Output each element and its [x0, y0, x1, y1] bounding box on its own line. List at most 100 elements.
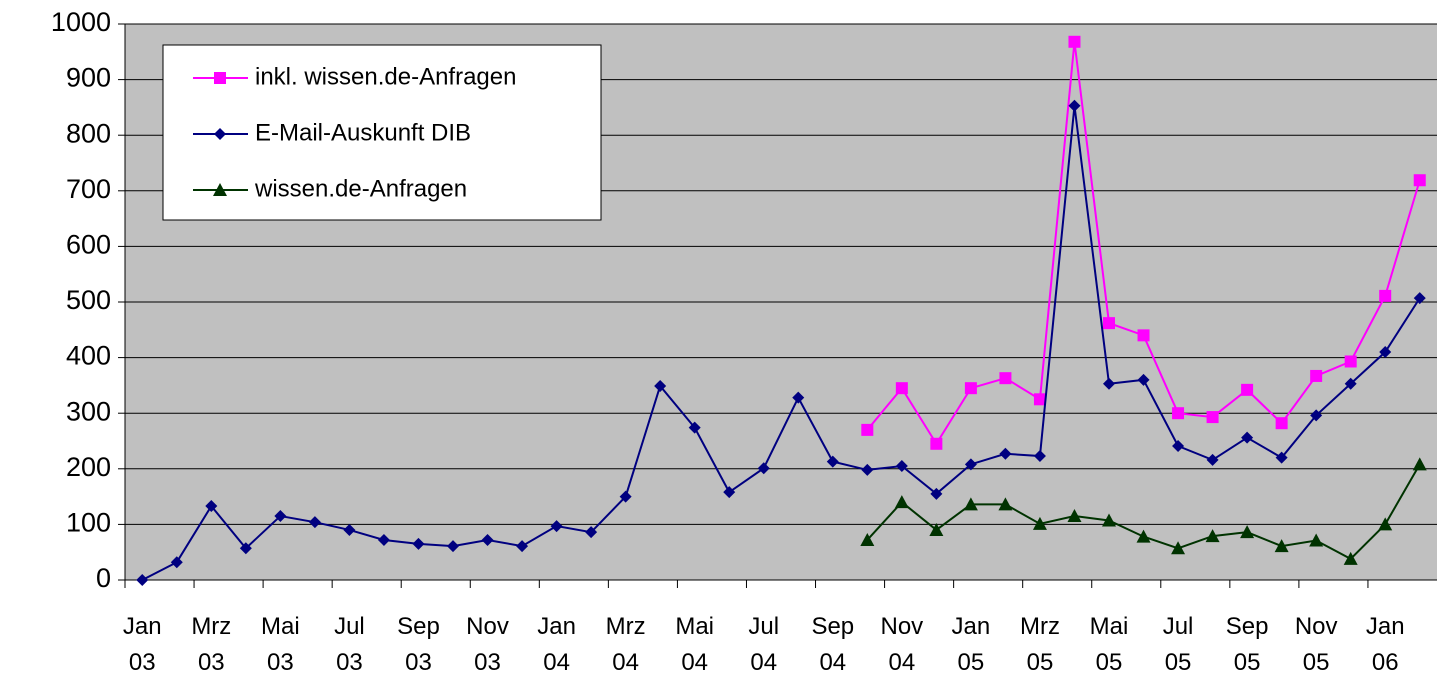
x-tick-label-month: Mrz [606, 613, 646, 640]
marker-diamond [1413, 292, 1426, 305]
marker-diamond [343, 523, 356, 536]
marker-diamond [723, 486, 736, 499]
x-tick-label: Jan 04 [537, 613, 576, 676]
marker-diamond [239, 542, 252, 555]
marker-triangle [860, 532, 875, 546]
x-tick-label-month: Mai [261, 613, 300, 640]
x-tick-label-year: 05 [1165, 649, 1192, 676]
marker-square [1344, 355, 1357, 368]
x-tick-label-year: 03 [267, 649, 294, 676]
marker-diamond [930, 487, 943, 500]
y-tick-label: 0 [96, 563, 111, 593]
marker-triangle [1309, 533, 1324, 547]
x-tick-label-month: Nov [466, 613, 509, 640]
x-tick-label-year: 04 [612, 649, 639, 676]
x-tick-label: Sep 03 [397, 613, 440, 676]
marker-square [964, 382, 977, 395]
legend-label: inkl. wissen.de-Anfragen [255, 63, 516, 90]
marker-square [1413, 174, 1426, 187]
marker-diamond [792, 391, 805, 404]
marker-triangle [894, 495, 909, 509]
marker-triangle [1343, 551, 1358, 565]
legend-label: wissen.de-Anfragen [254, 175, 467, 202]
marker-diamond [1241, 431, 1254, 444]
marker-diamond [619, 490, 632, 503]
x-tick-label: Mrz 04 [606, 613, 646, 676]
legend-label: E-Mail-Auskunft DIB [255, 119, 471, 146]
x-tick-label-month: Jan [952, 613, 991, 640]
x-tick-label-month: Nov [1295, 613, 1338, 640]
marker-square [1379, 289, 1392, 302]
marker-diamond [1344, 377, 1357, 390]
marker-diamond [214, 128, 226, 140]
x-tick-label: Jan 05 [952, 613, 991, 676]
marker-diamond [964, 458, 977, 471]
x-tick-label-month: Jan [123, 613, 162, 640]
x-tick-label-year: 04 [681, 649, 708, 676]
marker-diamond [481, 533, 494, 546]
marker-square [1206, 411, 1219, 424]
y-tick-label: 200 [66, 452, 111, 482]
marker-square [1310, 369, 1323, 382]
marker-triangle [1171, 541, 1186, 555]
marker-square [1103, 317, 1115, 330]
x-tick-label-month: Jul [334, 613, 365, 640]
marker-triangle [1205, 529, 1220, 543]
marker-diamond [1033, 450, 1046, 463]
marker-diamond [377, 533, 390, 546]
marker-diamond [136, 574, 149, 586]
marker-diamond [654, 379, 667, 392]
x-tick-label-month: Mai [675, 613, 714, 640]
marker-diamond [999, 447, 1012, 460]
x-tick-label-year: 03 [405, 649, 432, 676]
marker-diamond [308, 516, 321, 529]
marker-diamond [1172, 440, 1185, 453]
marker-triangle [213, 183, 227, 196]
x-tick-label: Sep 04 [811, 613, 854, 676]
marker-square [861, 423, 874, 436]
x-tick-label-year: 04 [888, 649, 915, 676]
x-tick-label-month: Jan [1366, 613, 1405, 640]
x-tick-label: Mai 04 [675, 613, 714, 676]
x-tick-label-month: Mai [1090, 613, 1129, 640]
y-tick-label: 800 [66, 118, 111, 148]
x-tick-label-year: 04 [819, 649, 846, 676]
x-tick-label-year: 06 [1372, 649, 1399, 676]
marker-square [1137, 329, 1150, 342]
marker-square [1033, 393, 1046, 406]
y-tick-label: 100 [66, 508, 111, 538]
x-tick-label-year: 05 [958, 649, 985, 676]
x-tick-label: Nov 04 [880, 613, 923, 676]
x-tick-label-month: Jul [1163, 613, 1194, 640]
x-tick-label: Mrz 05 [1020, 613, 1060, 676]
x-tick-label: Sep 05 [1226, 613, 1269, 676]
x-tick-label: Jul 04 [748, 613, 779, 676]
x-tick-label-month: Nov [880, 613, 923, 640]
marker-diamond [170, 556, 183, 569]
x-tick-label-year: 03 [198, 649, 225, 676]
x-tick-label: Mai 05 [1090, 613, 1129, 676]
x-tick-label-year: 03 [474, 649, 501, 676]
x-tick-label-year: 04 [543, 649, 570, 676]
marker-diamond [1137, 373, 1150, 386]
x-tick-label-month: Sep [397, 613, 440, 640]
y-tick-label: 500 [66, 285, 111, 315]
x-tick-label: Nov 05 [1295, 613, 1338, 676]
marker-triangle [998, 497, 1013, 511]
marker-diamond [585, 526, 598, 539]
marker-triangle [929, 522, 944, 536]
marker-square [214, 72, 226, 84]
marker-triangle [1240, 525, 1255, 539]
x-tick-label-month: Jul [748, 613, 779, 640]
x-tick-label-year: 03 [129, 649, 156, 676]
marker-diamond [550, 520, 563, 533]
marker-diamond [205, 500, 218, 513]
marker-square [999, 372, 1012, 385]
marker-square [1241, 383, 1254, 396]
marker-square [930, 437, 943, 450]
marker-diamond [516, 540, 529, 553]
marker-diamond [1206, 453, 1219, 466]
marker-triangle [1136, 529, 1151, 543]
marker-diamond [861, 463, 874, 476]
marker-triangle [1378, 517, 1393, 531]
